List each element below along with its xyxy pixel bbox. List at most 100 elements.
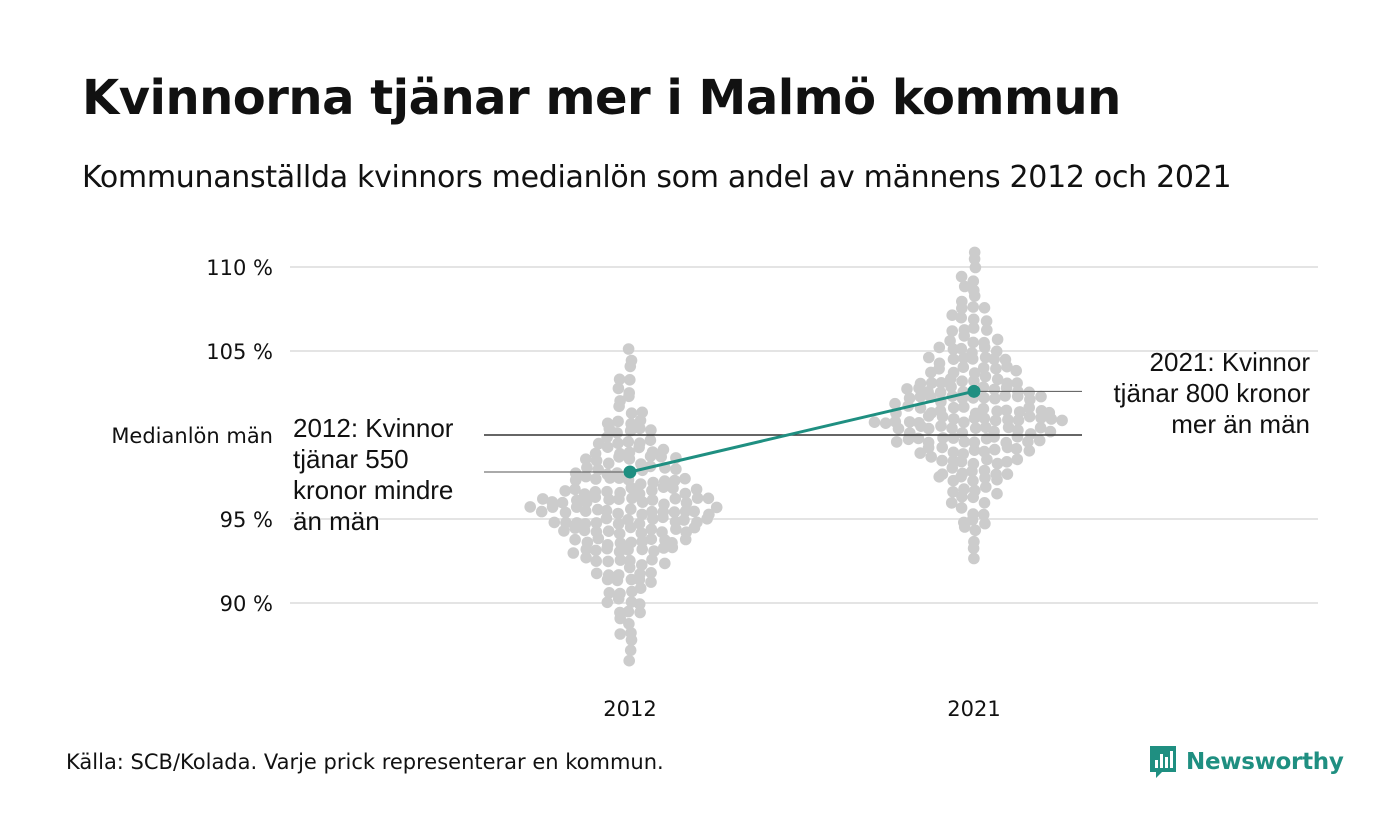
y-tick-label: Medianlön män — [111, 424, 273, 448]
swarm-dot — [646, 553, 658, 566]
swarm-dot — [990, 362, 1002, 375]
swarm-dot — [569, 533, 581, 546]
swarm-dot — [623, 618, 635, 630]
swarm-dot — [947, 455, 960, 467]
swarm-dot — [546, 496, 558, 508]
swarm-dot — [645, 533, 658, 545]
swarm-dot — [622, 436, 635, 448]
grid-lines — [290, 266, 1318, 604]
swarm-dot — [614, 554, 627, 566]
swarm-dot — [580, 470, 592, 483]
swarm-dot — [613, 373, 626, 386]
swarm-dot — [991, 457, 1004, 470]
chart-subtitle: Kommunanställda kvinnors medianlön som a… — [82, 160, 1232, 195]
swarm-dot — [978, 392, 990, 404]
swarm-dot — [978, 464, 991, 477]
swarm-dot — [1010, 364, 1022, 377]
brand-name: Newsworthy — [1186, 749, 1344, 775]
swarm-dot — [623, 387, 635, 399]
swarm-dot — [978, 412, 991, 425]
swarm-dot — [991, 373, 1004, 386]
swarm-dot — [646, 494, 659, 506]
swarm-dot — [967, 313, 980, 326]
swarm-dot — [958, 401, 970, 413]
swarm-dot — [988, 383, 1001, 396]
swarm-dot — [602, 525, 615, 537]
swarm-dot — [981, 324, 993, 336]
swarm-dot — [1043, 406, 1056, 419]
swarm-dot — [936, 441, 948, 454]
y-tick-label: 105 % — [206, 340, 273, 364]
swarm-dot — [1001, 456, 1013, 468]
swarm-dot — [535, 505, 548, 518]
swarm-dot — [579, 505, 592, 517]
swarm-dot — [947, 353, 960, 366]
swarm-dot — [625, 503, 637, 515]
annotation-2012-line: 2012: Kvinnor — [293, 413, 454, 443]
swarm-dot — [999, 353, 1012, 366]
swarm-dot — [991, 487, 1003, 500]
swarm-dot — [626, 585, 638, 598]
swarm-dot — [923, 351, 935, 364]
swarm-dot — [968, 436, 981, 449]
swarm-dot — [670, 463, 682, 475]
swarm-dot — [559, 506, 572, 519]
swarm-dot — [659, 557, 671, 570]
swarm-dot — [1001, 468, 1014, 480]
swarm-dot — [955, 311, 967, 324]
swarm-dot — [569, 483, 581, 496]
swarm-dot — [589, 447, 602, 460]
swarm-dot — [590, 544, 602, 557]
swarm-dot — [978, 336, 990, 349]
swarm-dot — [602, 555, 614, 568]
swarm-dot — [969, 484, 981, 497]
swarm-dot — [668, 506, 681, 518]
swarm-dot — [967, 301, 979, 313]
swarm-dot — [635, 527, 648, 539]
swarm-dot — [890, 436, 903, 448]
swarm-dot — [634, 606, 646, 619]
swarm-dot — [978, 497, 991, 509]
swarm-dot — [644, 434, 657, 447]
source-note: Källa: SCB/Kolada. Varje prick represent… — [66, 750, 664, 774]
swarm-dot — [622, 605, 635, 618]
swarm-dot — [680, 497, 693, 509]
swarm-dot — [913, 417, 925, 429]
swarm-dot — [590, 526, 603, 538]
swarm-dot — [1056, 414, 1068, 427]
swarm-dot — [956, 467, 969, 480]
swarm-dot — [580, 551, 592, 564]
swarm-dot — [537, 493, 549, 505]
swarm-dot — [1002, 413, 1014, 426]
annotation-2021-line: tjänar 800 kronor — [1113, 378, 1310, 408]
swarm-dot — [1013, 406, 1026, 418]
swarm-dot — [956, 295, 968, 308]
swarm-dot — [978, 302, 991, 314]
swarm-dot — [889, 415, 902, 428]
swarm-dot — [567, 547, 580, 559]
swarm-dot — [934, 386, 947, 399]
swarm-dot — [991, 405, 1003, 418]
highlight-line — [629, 389, 975, 474]
swarm-dot — [925, 407, 938, 419]
swarm-dot — [958, 483, 970, 495]
swarm-dot — [624, 374, 636, 386]
swarm-dot — [636, 559, 648, 571]
chart-title: Kvinnorna tjänar mer i Malmö kommun — [82, 70, 1121, 126]
swarm-dot — [613, 527, 626, 540]
swarm-dot — [968, 535, 980, 548]
swarm-dot — [602, 569, 615, 581]
swarm-dot — [702, 492, 715, 505]
swarm-dot — [590, 473, 602, 485]
y-tick-label: 90 % — [220, 592, 273, 616]
swarm-dot — [946, 422, 958, 435]
swarm-dot — [614, 395, 626, 407]
swarm-dot — [612, 415, 624, 428]
swarm-dot — [1000, 436, 1012, 449]
swarm-dot — [658, 475, 671, 487]
swarm-dot — [657, 443, 670, 456]
swarm-dot — [691, 492, 704, 504]
swarm-dot — [580, 453, 592, 466]
swarm-dot — [968, 246, 981, 259]
